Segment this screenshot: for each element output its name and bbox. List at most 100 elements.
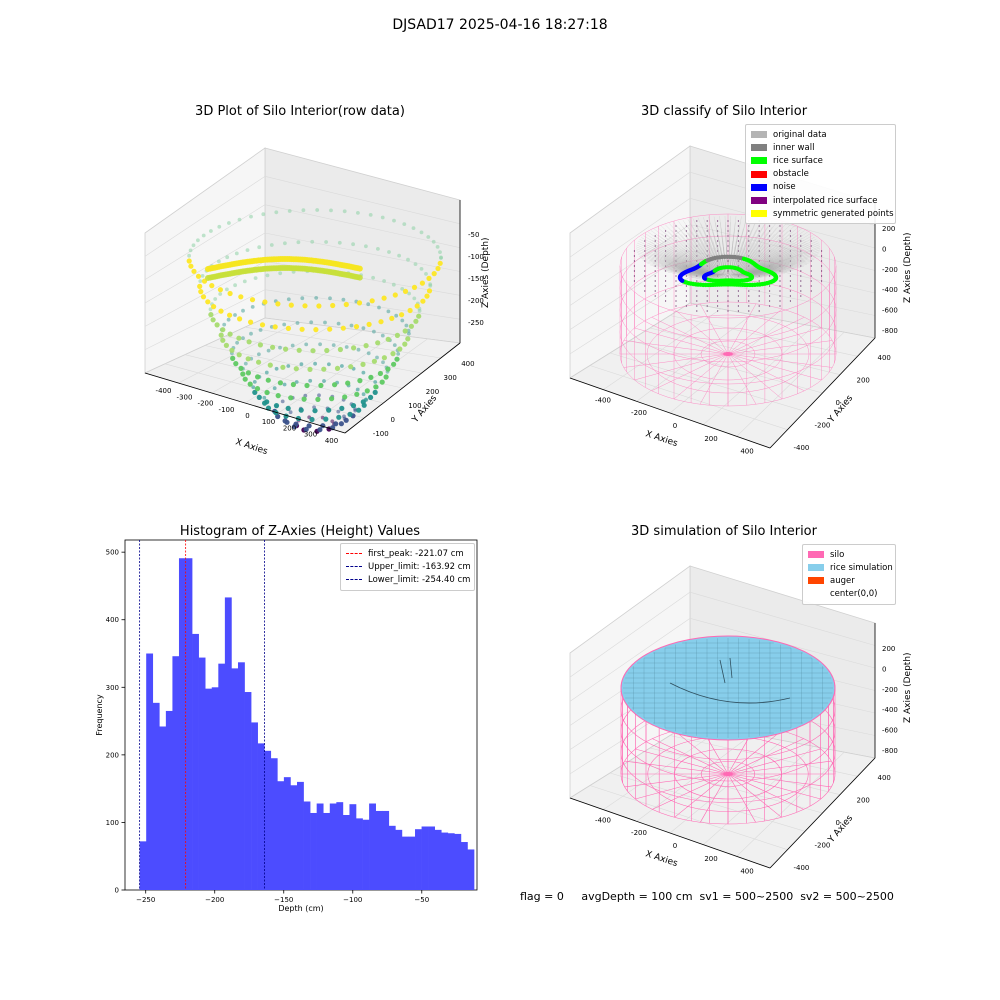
histogram-bar	[159, 726, 167, 890]
histogram-bar	[192, 633, 199, 890]
histogram-bar	[323, 812, 331, 890]
classify-y-tick-label: 400	[878, 354, 891, 362]
simulation-z-tick-label: 200	[882, 645, 895, 653]
simulation-z-tick-label: -600	[882, 727, 898, 735]
classify-y-ticks: -400 -200 0 200 400	[794, 354, 891, 452]
simulation-y-tick-label: 200	[857, 797, 870, 805]
classify-legend-label: noise	[773, 182, 796, 193]
simulation-y-tick-label: -200	[815, 841, 831, 849]
histogram-bar	[270, 758, 278, 890]
simulation-legend-swatch	[808, 551, 824, 559]
classify-x-tick-label: 400	[740, 448, 753, 456]
histogram-bar	[297, 781, 304, 890]
histogram-bar	[342, 815, 350, 890]
raw-z-tick-label: -150	[468, 275, 484, 283]
histogram-x-tick-label: −50	[414, 896, 429, 904]
classify-legend-label: inner wall	[773, 142, 815, 153]
histogram-reference-lines	[139, 540, 265, 890]
histogram-legend-line	[346, 579, 362, 581]
raw-axes	[144, 200, 461, 434]
histogram-y-tick-label: 400	[106, 616, 119, 624]
raw-x-tick-label: -300	[177, 393, 193, 401]
histogram-bar	[467, 849, 475, 890]
classify-legend-item: original data	[751, 128, 890, 141]
histogram-bar	[434, 829, 442, 890]
histogram-bar	[152, 702, 160, 890]
classify-y-tick-label: -400	[794, 444, 810, 452]
histogram-legend-line	[346, 566, 362, 568]
simulation-x-ticks: -400 -200 0 200 400	[595, 816, 754, 875]
histogram-bar	[415, 829, 422, 890]
classify-legend-label: original data	[773, 129, 827, 140]
histogram-y-tick-label: 0	[115, 887, 119, 895]
raw-scatter-points	[186, 208, 443, 434]
histogram-legend-line	[346, 553, 362, 555]
histogram-bar	[224, 597, 232, 890]
histogram-legend-label: first_peak: -221.07 cm	[368, 548, 464, 559]
raw-y-tick-label: 300	[444, 374, 457, 382]
simulation-z-tick-label: 0	[882, 666, 886, 674]
classify-x-tick-label: 0	[673, 422, 677, 430]
simulation-rice-surface	[620, 635, 836, 776]
simulation-legend-swatch	[808, 564, 824, 572]
simulation-legend-swatch	[808, 577, 824, 585]
classify-x-tick-label: -200	[631, 409, 647, 417]
simulation-y-tick-label: 400	[878, 774, 891, 782]
histogram-legend-label: Upper_limit: -163.92 cm	[368, 561, 471, 572]
simulation-legend-item: rice simulation	[808, 561, 893, 574]
raw-z-ticks: -250 -200 -150 -100 -50	[468, 231, 484, 327]
raw-y-tick-label: -100	[373, 430, 389, 438]
classify-y-tick-label: -200	[815, 421, 831, 429]
classify-legend-label: interpolated rice surface	[773, 195, 878, 206]
raw-y-tick-label: 400	[461, 360, 474, 368]
simulation-x-tick-label: -200	[631, 829, 647, 837]
histogram-bar	[178, 558, 186, 890]
simulation-x-label: X Axies	[644, 849, 679, 869]
histogram-bar	[401, 836, 409, 890]
histogram-bar	[198, 657, 206, 890]
raw-z-tick-label: -250	[468, 319, 484, 327]
classify-axes	[569, 203, 876, 449]
histogram-x-ticks: −250 −200 −150 −100 −50	[136, 890, 429, 904]
classify-legend-swatch	[751, 170, 767, 178]
simulation-legend: silo rice simulation auger center(0,0)	[802, 544, 896, 605]
histogram-bar	[165, 710, 173, 890]
histogram-bar	[349, 804, 357, 890]
histogram-bar	[172, 656, 180, 890]
classify-legend-item: inner wall	[751, 141, 890, 154]
histogram-bar	[382, 810, 390, 890]
classify-legend-item: interpolated rice surface	[751, 194, 890, 207]
histogram-bar	[336, 802, 344, 890]
histogram-bar	[231, 668, 239, 890]
histogram-x-label: Depth (cm)	[278, 904, 323, 913]
histogram-y-tick-label: 200	[106, 751, 119, 759]
histogram-bar	[277, 781, 285, 890]
raw-z-tick-label: -50	[468, 231, 479, 239]
classify-legend-label: rice surface	[773, 155, 823, 166]
histogram-bar	[388, 825, 396, 890]
histogram-x-tick-label: −250	[136, 896, 155, 904]
histogram-bar	[408, 836, 416, 890]
classify-legend-swatch	[751, 183, 767, 191]
classify-x-tick-label: -400	[595, 396, 611, 404]
histogram-bar	[441, 832, 449, 890]
classify-legend-swatch	[751, 131, 767, 139]
classify-y-label: Y Axies	[826, 393, 855, 425]
raw-plot-title: 3D Plot of Silo Interior(row data)	[195, 104, 405, 119]
histogram-bar	[139, 841, 147, 890]
classify-z-tick-label: -400	[882, 286, 898, 294]
classify-z-tick-label: -600	[882, 307, 898, 315]
histogram-legend: first_peak: -221.07 cm Upper_limit: -163.…	[340, 543, 475, 591]
classify-x-ticks: -400 -200 0 200 400	[595, 396, 754, 455]
histogram-x-tick-label: −100	[343, 896, 362, 904]
simulation-legend-label: auger	[830, 575, 855, 586]
histogram-y-tick-label: 500	[106, 549, 119, 557]
histogram-bar	[316, 803, 324, 890]
raw-3d-panes	[143, 147, 462, 434]
raw-z-tick-label: -200	[468, 297, 484, 305]
simulation-plot-title: 3D simulation of Silo Interior	[631, 524, 817, 539]
histogram-y-ticks: 0 100 200 300 400 500	[106, 549, 125, 895]
simulation-z-tick-label: -200	[882, 686, 898, 694]
histogram-bar	[356, 818, 363, 890]
simulation-y-tick-label: -400	[794, 864, 810, 872]
